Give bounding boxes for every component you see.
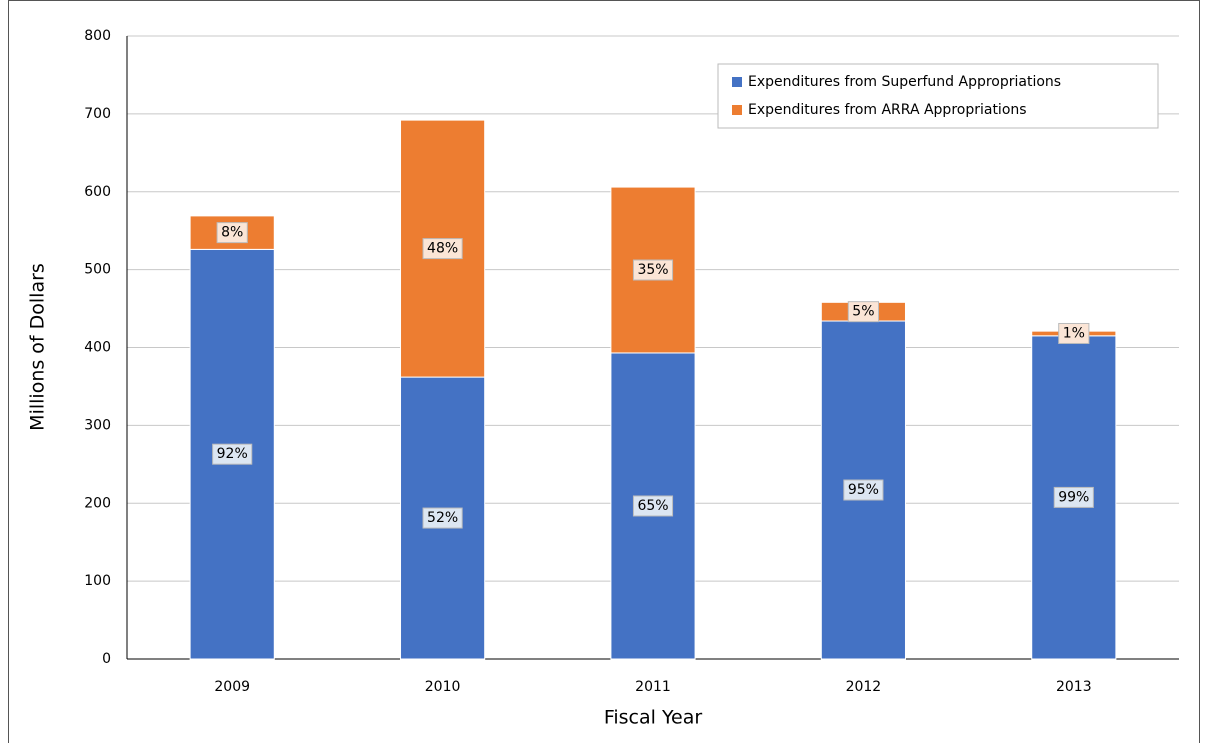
legend-swatch [732,105,742,115]
data-label-text: 1% [1063,325,1085,341]
legend-swatch [732,77,742,87]
x-axis-title: Fiscal Year [604,707,703,729]
y-tick-label: 400 [84,340,111,356]
data-label-text: 48% [427,241,458,257]
data-label: 8% [216,222,248,244]
data-label: 65% [632,495,674,517]
y-tick-label: 500 [84,262,111,278]
x-tick-label: 2011 [635,679,671,695]
x-tick-label: 2012 [846,679,882,695]
x-tick-label: 2009 [214,679,250,695]
data-label-text: 92% [217,446,248,462]
data-label-box [847,301,880,323]
y-tick-label: 800 [84,28,111,44]
y-axis-title: Millions of Dollars [27,263,49,431]
y-tick-label: 100 [84,573,111,589]
data-label-box [632,259,674,281]
data-label-text: 8% [221,225,243,241]
y-tick-label: 600 [84,184,111,200]
x-tick-label: 2013 [1056,679,1092,695]
legend-label: Expenditures from ARRA Appropriations [748,102,1027,118]
data-label: 52% [422,507,463,529]
legend: Expenditures from Superfund Appropriatio… [717,63,1159,129]
y-tick-label: 0 [102,651,111,667]
y-tick-label: 200 [84,495,111,511]
data-label: 35% [632,259,674,281]
data-label-box [632,495,674,517]
data-label-box [212,443,253,465]
data-label-box [422,507,463,529]
data-label-box [1053,486,1094,508]
frame [8,0,1200,743]
data-label-box [843,479,884,501]
data-label-text: 52% [427,510,458,526]
data-label-text: 35% [637,262,668,278]
y-tick-label: 700 [84,106,111,122]
data-label-text: 95% [848,482,879,498]
legend-box [717,63,1159,129]
data-label-box [216,222,248,244]
data-label: 48% [422,238,463,260]
data-label: 1% [1058,322,1090,344]
data-label: 99% [1053,486,1094,508]
data-label: 92% [212,443,253,465]
x-tick-label: 2010 [425,679,461,695]
data-label-text: 5% [852,304,874,320]
data-label: 95% [843,479,884,501]
data-label-text: 65% [637,498,668,514]
legend-label: Expenditures from Superfund Appropriatio… [748,74,1061,90]
data-label-box [1058,322,1090,344]
data-label-box [422,238,463,260]
y-tick-label: 300 [84,417,111,433]
data-label: 5% [847,301,880,323]
data-label-text: 99% [1058,489,1089,505]
